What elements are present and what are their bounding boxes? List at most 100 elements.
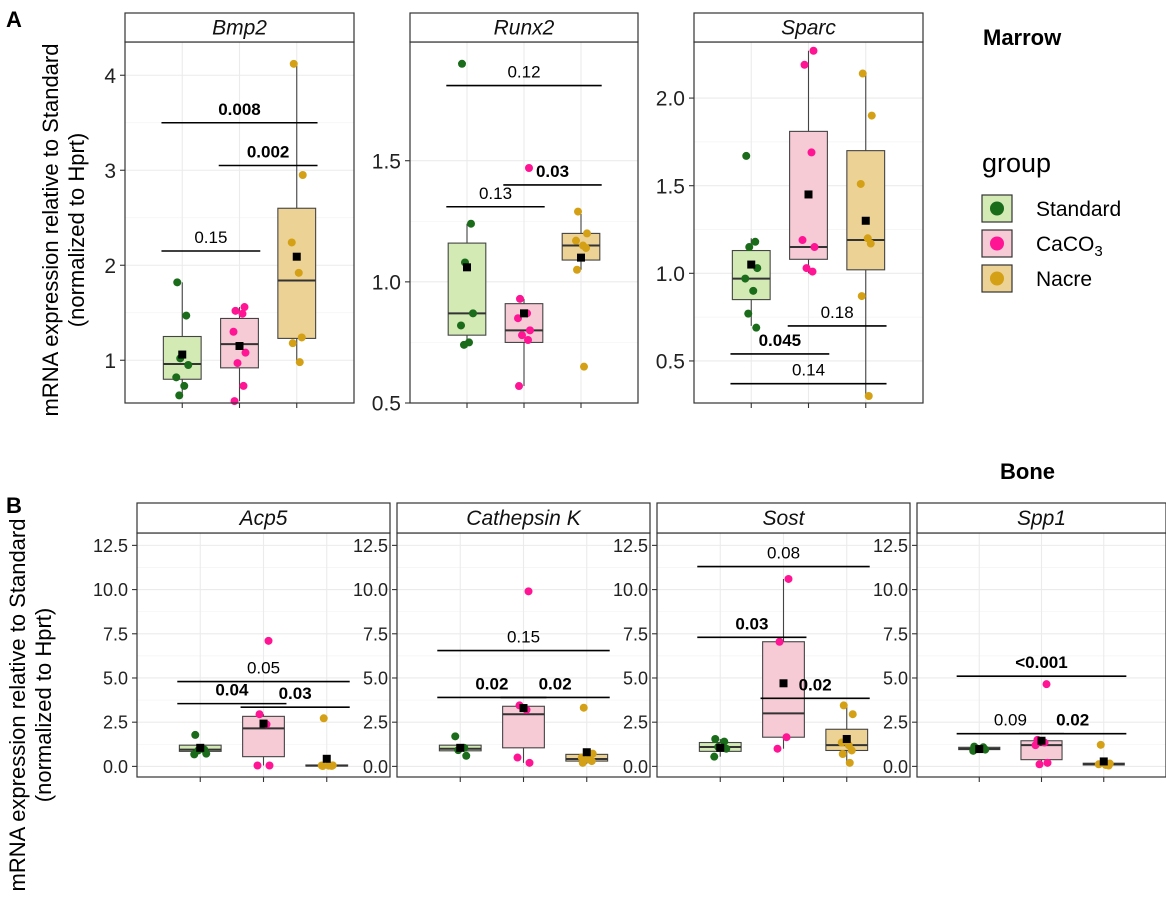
- box-nacre: [277, 59, 317, 367]
- strip-label: Bmp2: [212, 17, 267, 40]
- y-tick-label: 0.5: [372, 393, 401, 416]
- box-standard: [698, 734, 742, 761]
- p-value-label: 0.045: [759, 331, 802, 350]
- p-value-label: 0.13: [479, 184, 512, 203]
- data-point: [720, 737, 729, 746]
- strip-label: Sost: [762, 507, 805, 530]
- data-point: [745, 243, 754, 252]
- y-tick-label: 7.5: [103, 624, 128, 644]
- y-tick-label: 5.0: [103, 668, 128, 688]
- data-point: [580, 362, 588, 371]
- data-point: [741, 274, 750, 283]
- mean-marker: [975, 745, 984, 754]
- y-tick-label: 2.0: [656, 88, 685, 111]
- mean-marker: [804, 190, 813, 199]
- mean-marker: [519, 704, 528, 713]
- y-tick-label: 5.0: [883, 668, 908, 688]
- p-value-label: 0.18: [821, 303, 854, 322]
- data-point: [525, 163, 533, 172]
- strip-background: [656, 502, 911, 534]
- box-nacre: [825, 701, 869, 767]
- data-point: [233, 359, 242, 368]
- y-tick-label: 12.5: [873, 536, 908, 556]
- y-tick-label: 0.5: [656, 351, 685, 374]
- data-point: [231, 306, 240, 315]
- mean-marker: [259, 719, 268, 728]
- data-point: [288, 339, 297, 348]
- data-point: [265, 761, 274, 770]
- panel-sparc: 0.045 0.18 0.14 Sparc 0.5 1.0 1.5 2.0: [656, 12, 924, 408]
- box-caco3: [1020, 680, 1063, 769]
- y-tick-label: 4: [104, 65, 116, 88]
- y-tick-label: 5.0: [623, 668, 648, 688]
- ylabel-b-line1: mRNA expression relative to Standard: [5, 519, 30, 892]
- data-point: [572, 236, 580, 245]
- box-caco3: [502, 587, 545, 767]
- y-tick-label: 0.0: [883, 757, 908, 777]
- y-tick-label: 2: [104, 255, 116, 278]
- p-value-label: 0.15: [194, 228, 227, 247]
- y-tick-label: 0.0: [103, 757, 128, 777]
- strip-background: [124, 12, 355, 43]
- mean-marker: [779, 679, 788, 688]
- y-tick-label: 1.5: [656, 175, 685, 198]
- legend-item-standard: Standard: [981, 194, 1121, 223]
- p-value-label: 0.05: [247, 659, 280, 678]
- data-point: [253, 761, 262, 770]
- p-value-label: 0.09: [994, 711, 1027, 730]
- data-point: [298, 171, 307, 179]
- data-point: [297, 333, 306, 342]
- data-point: [574, 207, 582, 216]
- y-tick-label: 3: [104, 160, 116, 183]
- data-point: [808, 267, 817, 276]
- data-point: [255, 710, 264, 719]
- ylabel-b-line2: (normalized to Hprt): [31, 608, 56, 802]
- legend-label-nacre: Nacre: [1036, 268, 1092, 291]
- y-tick-label: 2.5: [623, 713, 648, 733]
- data-point: [587, 757, 596, 766]
- panel-label-a: A: [6, 7, 22, 32]
- data-point: [711, 734, 720, 743]
- data-point: [775, 637, 784, 646]
- p-value-label: 0.04: [215, 681, 249, 700]
- panel-acp5: 0.04 0.03 0.05 Acp5 0.0 2.5 5.0 7.5 10.0 12.5: [93, 502, 391, 782]
- box-iqr: [846, 150, 886, 271]
- y-tick-label: 12.5: [93, 536, 128, 556]
- y-tick-label: 7.5: [363, 624, 388, 644]
- box-caco3: [242, 636, 285, 770]
- p-value-label: <0.001: [1015, 653, 1067, 672]
- data-point: [857, 292, 866, 301]
- box-iqr: [762, 641, 805, 738]
- box-nacre: [565, 703, 609, 767]
- panel-spp1: 0.09 0.02 <0.001 Spp1 0.0 2.5 5.0 7.5 10.0 12.5: [873, 502, 1166, 782]
- strip-label: Sparc: [781, 17, 836, 40]
- panel-runx2: 0.13 0.03 0.12 Runx2 0.5 1.0 1.5: [372, 12, 639, 416]
- box-caco3: [762, 574, 805, 753]
- data-point: [1042, 680, 1051, 689]
- legend-dot-standard: [990, 201, 1004, 216]
- data-point: [845, 758, 854, 767]
- strip-label: Acp5: [238, 507, 288, 530]
- data-point: [749, 286, 758, 295]
- data-point: [191, 730, 200, 739]
- p-value-label: 0.03: [735, 614, 768, 633]
- data-point: [710, 752, 719, 761]
- data-point: [238, 309, 247, 318]
- data-point: [809, 46, 818, 55]
- data-point: [839, 701, 848, 710]
- p-value-label: 0.14: [792, 361, 825, 380]
- data-point: [525, 758, 534, 767]
- y-tick-label: 2.5: [363, 713, 388, 733]
- data-point: [752, 323, 761, 332]
- data-point: [838, 750, 847, 759]
- data-point: [319, 714, 328, 723]
- mean-marker: [178, 350, 187, 359]
- data-point: [182, 311, 191, 320]
- p-value-label: 0.002: [247, 143, 290, 162]
- legend-item-nacre: Nacre: [981, 264, 1092, 293]
- mean-marker: [716, 743, 725, 752]
- legend-label-standard: Standard: [1036, 198, 1121, 221]
- data-point: [451, 732, 460, 741]
- mean-marker: [196, 743, 205, 752]
- data-point: [460, 340, 468, 349]
